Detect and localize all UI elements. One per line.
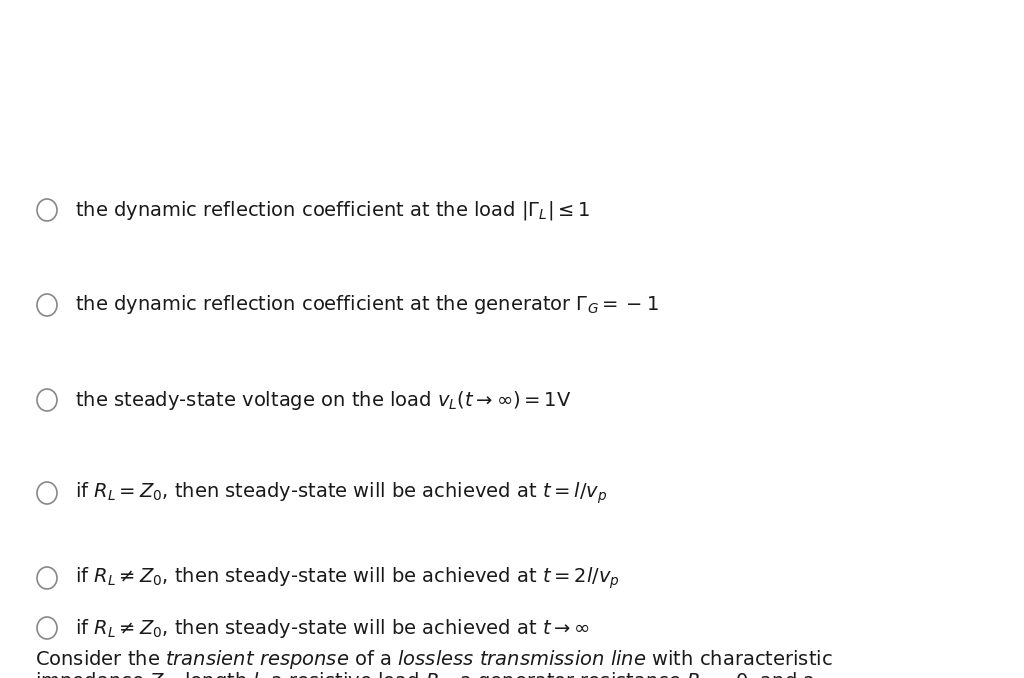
Text: if $R_L \neq Z_0$, then steady-state will be achieved at $t \rightarrow \infty$: if $R_L \neq Z_0$, then steady-state wil… bbox=[75, 616, 590, 639]
Text: if $R_L = Z_0$, then steady-state will be achieved at $t = l/v_p$: if $R_L = Z_0$, then steady-state will b… bbox=[75, 480, 607, 506]
Text: Consider the $\mathbf{\mathit{transient\ response}}$ of a $\mathit{lossless\ tra: Consider the $\mathbf{\mathit{transient\… bbox=[35, 648, 833, 671]
Text: the steady-state voltage on the load $v_L(t \rightarrow \infty) = 1\mathrm{V}$: the steady-state voltage on the load $v_… bbox=[75, 388, 571, 412]
Text: if $R_L \neq Z_0$, then steady-state will be achieved at $t = 2l/v_p$: if $R_L \neq Z_0$, then steady-state wil… bbox=[75, 565, 620, 591]
Text: the dynamic reflection coefficient at the generator $\Gamma_G = -1$: the dynamic reflection coefficient at th… bbox=[75, 294, 658, 317]
Text: impedance $Z_0$, length $l$, a resistive load $R_L$, a generator resistance $R_G: impedance $Z_0$, length $l$, a resistive… bbox=[35, 670, 815, 678]
Text: the dynamic reflection coefficient at the load $|\Gamma_L| \leq 1$: the dynamic reflection coefficient at th… bbox=[75, 199, 590, 222]
